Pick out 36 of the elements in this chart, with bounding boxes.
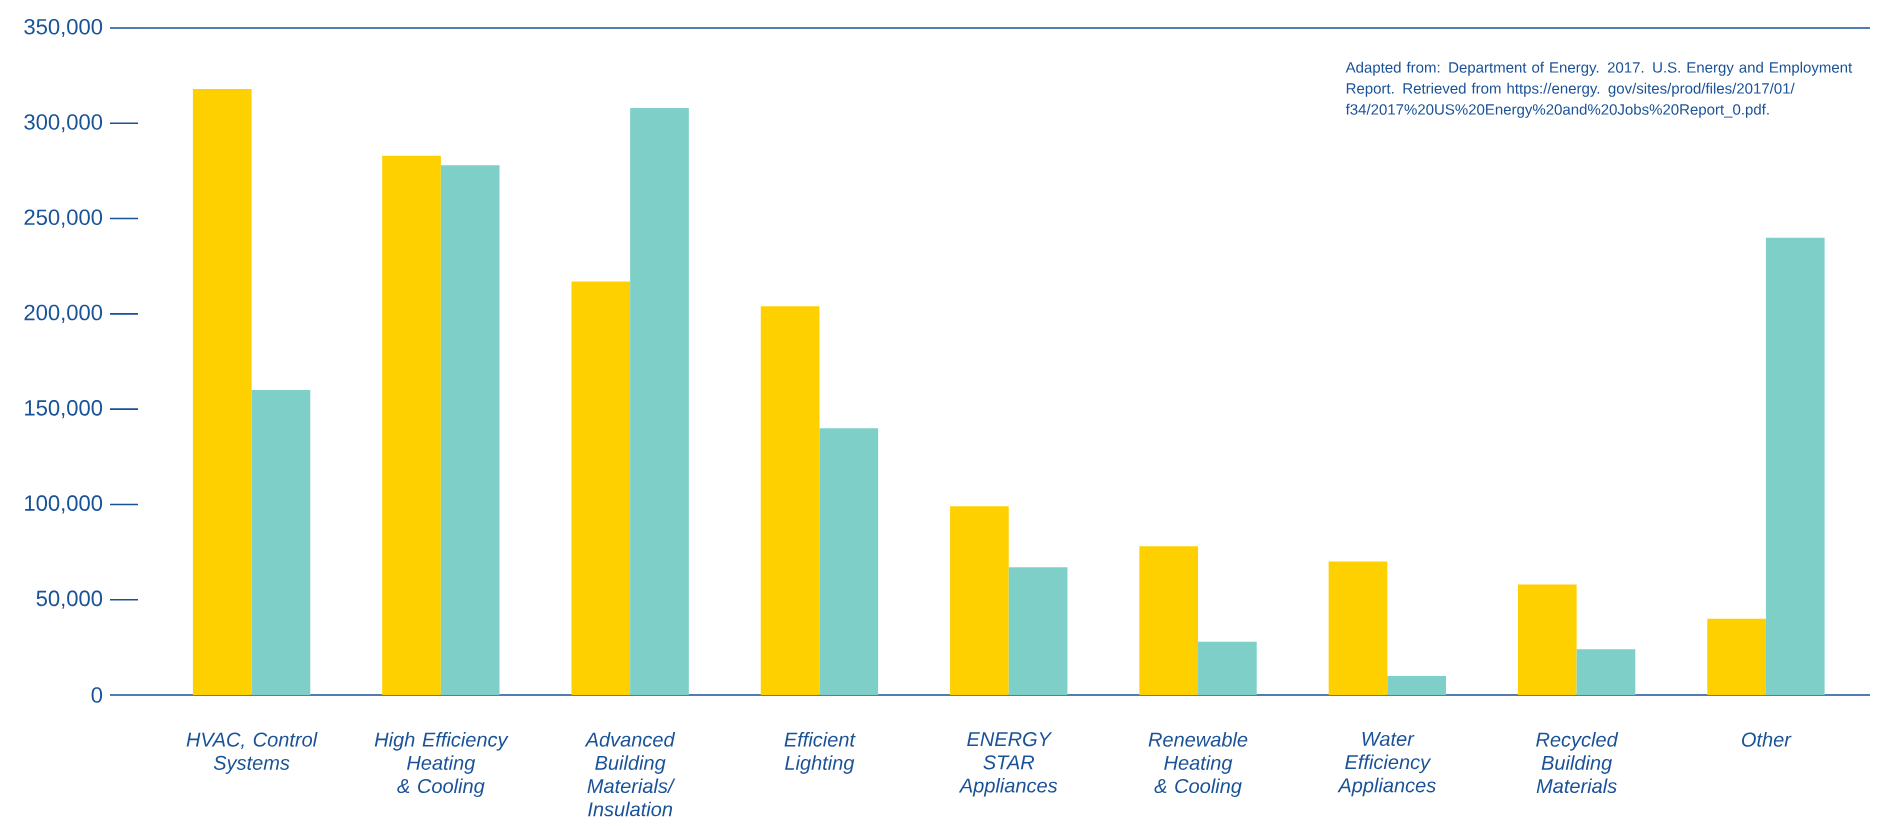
bar xyxy=(192,88,252,695)
x-tick-label: Renewable Heating & Cooling xyxy=(1148,732,1248,798)
x-tick-label: Recycled Building Materials xyxy=(1536,732,1619,794)
bar xyxy=(950,506,1009,695)
bar xyxy=(1707,618,1766,695)
bar xyxy=(440,165,500,695)
y-tick-label: 250,000 xyxy=(24,209,103,228)
bar xyxy=(571,281,631,695)
bar xyxy=(760,306,820,695)
x-tick-label: Efficient Lighting xyxy=(784,732,856,774)
bar xyxy=(1139,546,1199,695)
x-tick-label: Other xyxy=(1741,732,1792,747)
x-tick-label: High Efficiency Heating & Cooling xyxy=(374,732,509,798)
bar xyxy=(1387,675,1447,695)
y-tick-label: 300,000 xyxy=(24,114,103,133)
bar xyxy=(630,108,689,695)
y-tick-label: 100,000 xyxy=(25,495,103,514)
bar xyxy=(1765,237,1825,695)
bar xyxy=(251,390,311,695)
bar xyxy=(1328,561,1388,695)
x-tick-label: Advanced Building Materials/ Insulation xyxy=(584,732,676,817)
y-tick-label: 50,000 xyxy=(36,590,103,609)
y-tick-label: 150,000 xyxy=(25,400,103,419)
y-tick-label: 0 xyxy=(91,687,103,703)
bar xyxy=(819,428,879,695)
x-tick-label: ENERGY STAR Appliances xyxy=(958,732,1058,797)
annotation: Adapted from: Department of Energy. 2017. U.S. Energy and Employment Report. Retrieved from https://energy. gov/sites/prod/files/2017/01/ f34/2017%20US%20Energy%20and%20Jobs%20Report_0.pdf. xyxy=(1345,61,1853,118)
y-tick-label: 350,000 xyxy=(24,18,103,38)
x-tick-label: HVAC, Control Systems xyxy=(186,732,318,774)
x-tick-label: Water Efficiency Appliances xyxy=(1337,732,1436,797)
bar xyxy=(382,155,441,695)
y-tick-label: 200,000 xyxy=(24,304,103,323)
bar xyxy=(1008,567,1068,695)
bar xyxy=(1517,584,1577,695)
bar xyxy=(1198,641,1257,695)
bar xyxy=(1576,649,1636,695)
